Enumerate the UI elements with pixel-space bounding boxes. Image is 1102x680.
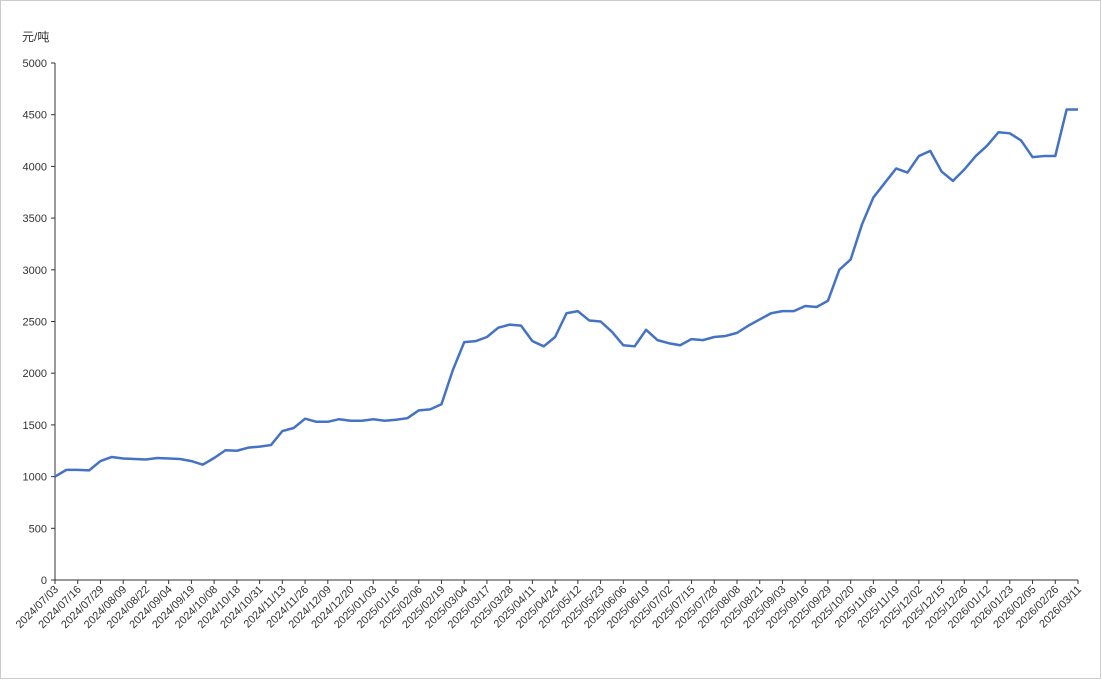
y-tick-label: 3000 — [23, 265, 47, 277]
y-tick-label: 1000 — [23, 472, 47, 484]
y-tick-label: 2500 — [23, 317, 47, 329]
y-tick-label: 0 — [41, 575, 47, 587]
y-tick-label: 5000 — [23, 58, 47, 70]
line-series — [54, 108, 1078, 478]
y-tick-label: 4000 — [23, 161, 47, 173]
y-tick-label: 1500 — [23, 420, 47, 432]
y-tick-label: 4500 — [23, 110, 47, 122]
y-tick-label: 2000 — [23, 368, 47, 380]
y-axis-label: 元/吨 — [22, 30, 49, 44]
y-tick-label: 3500 — [23, 213, 47, 225]
y-tick-label: 500 — [29, 523, 47, 535]
